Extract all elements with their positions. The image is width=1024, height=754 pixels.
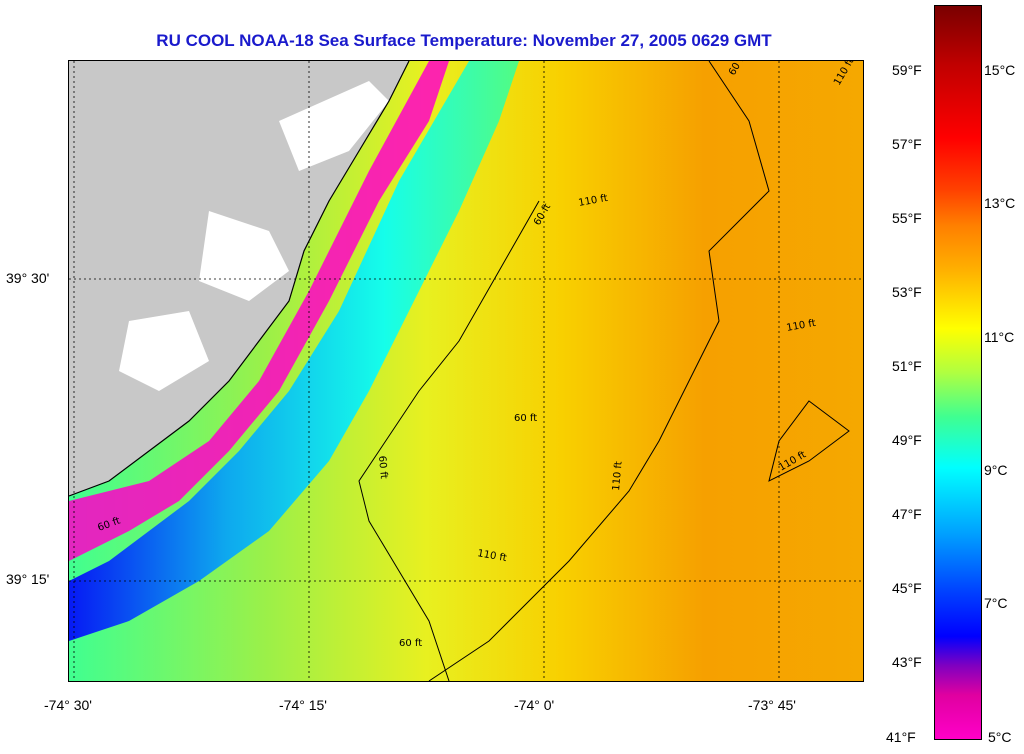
colorbar-f-label: 49°F (892, 432, 922, 448)
contour-110ft-closed (768, 400, 850, 482)
contour-label: 110 ft (476, 548, 507, 564)
contour-label: 110 ft (578, 193, 609, 209)
x-tick-label: -74° 0' (514, 697, 555, 713)
contour-label: 60 ft (376, 455, 389, 479)
colorbar-f-label: 43°F (892, 654, 922, 670)
coldest-band (69, 61, 449, 561)
x-tick-label: -73° 45' (748, 697, 796, 713)
colorbar-c-label: 11°C (984, 329, 1015, 345)
colorbar-c-label: 15°C (984, 62, 1016, 78)
map-title: RU COOL NOAA-18 Sea Surface Temperature:… (156, 31, 772, 50)
y-tick-label: 39° 15' (6, 571, 50, 587)
sst-map-svg: 60 ft 60 ft 60 ft 60 ft 60 ft 60 ft 110 … (69, 61, 863, 681)
colorbar-f-label: 57°F (892, 136, 922, 152)
contour-110ft (428, 61, 770, 681)
contour-label: 60 ft (399, 638, 422, 649)
colorbar-c-label: 13°C (984, 195, 1016, 211)
colorbar-f-label: 47°F (892, 506, 922, 522)
y-tick-label: 39° 30' (6, 270, 50, 286)
contour-60ft (358, 200, 540, 681)
colorbar-f-label: 55°F (892, 210, 922, 226)
colorbar-c-label: 7°C (984, 595, 1008, 611)
cold-nearshore-band (69, 61, 519, 641)
x-tick-label: -74° 30' (44, 697, 92, 713)
wetlands (119, 81, 389, 391)
sst-map[interactable]: 60 ft 60 ft 60 ft 60 ft 60 ft 60 ft 110 … (68, 60, 864, 682)
contour-label: 60 ft (514, 413, 537, 424)
colorbar-f-label: 53°F (892, 284, 922, 300)
contour-label: 110 ft (611, 461, 625, 491)
colorbar-f-label: 45°F (892, 580, 922, 596)
graticule (69, 61, 863, 681)
colorbar-f-label: 51°F (892, 358, 922, 374)
coastline (69, 61, 410, 497)
temperature-colorbar (934, 5, 982, 740)
colorbar-f-label: 59°F (892, 62, 922, 78)
colorbar-f-label: 41°F (886, 729, 916, 745)
x-tick-label: -74° 15' (279, 697, 327, 713)
colorbar-c-label: 5°C (988, 729, 1012, 745)
colorbar-c-label: 9°C (984, 462, 1008, 478)
contour-label: 110 ft (786, 318, 817, 334)
